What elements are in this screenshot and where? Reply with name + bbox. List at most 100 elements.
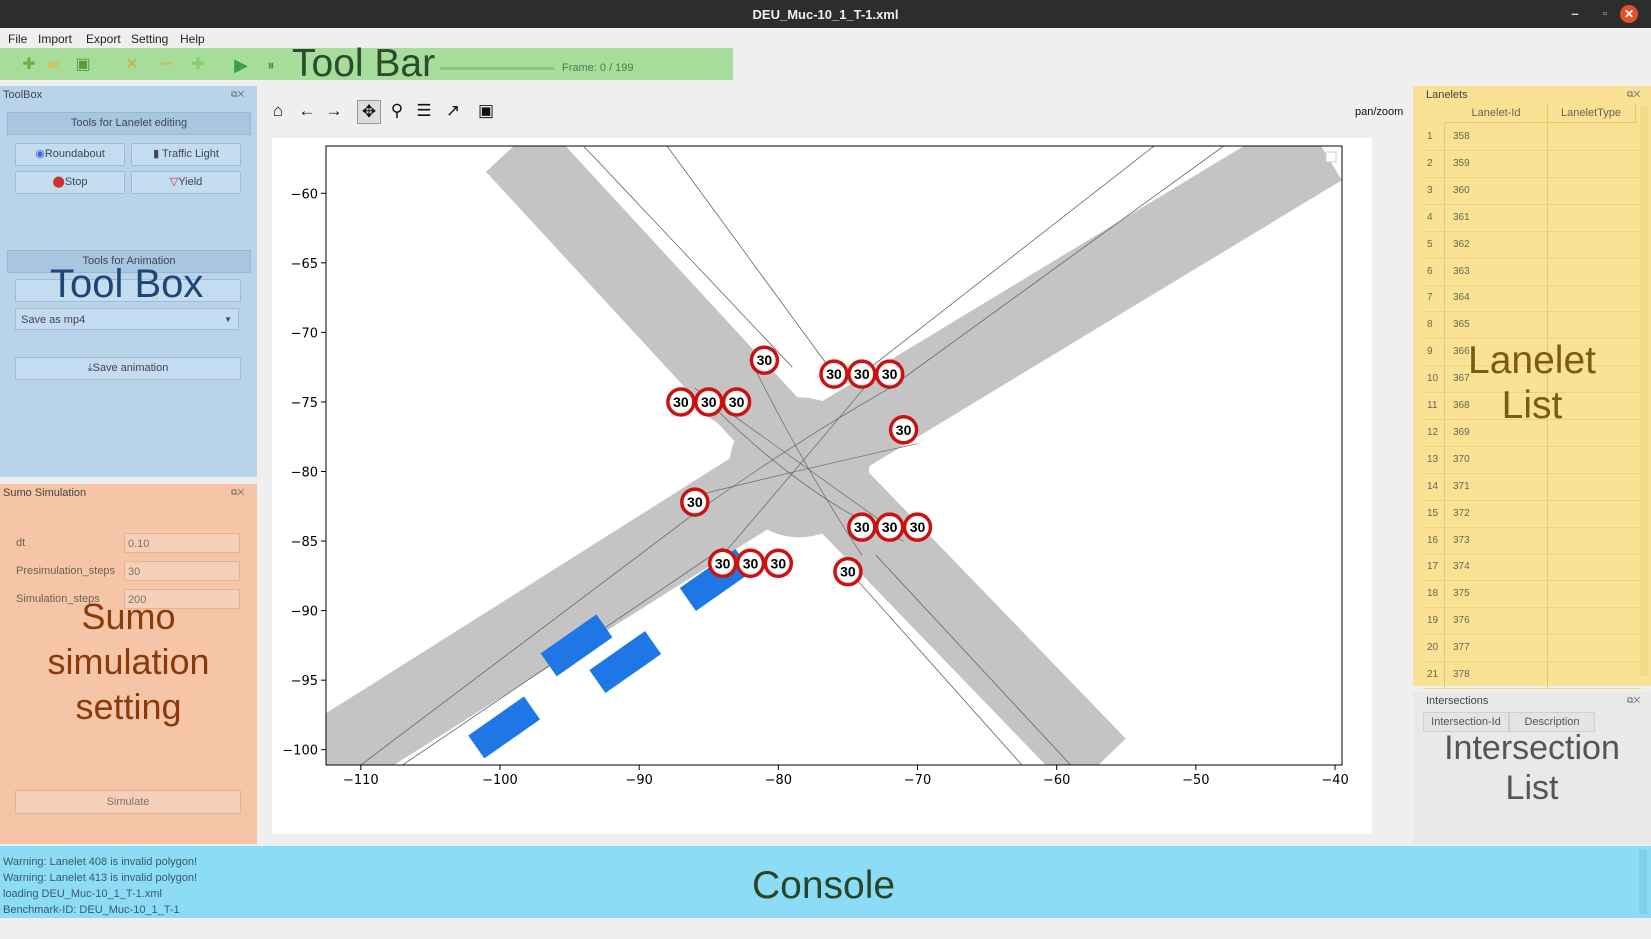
dock-controls-icon[interactable]: ⧉✕ <box>1627 695 1641 705</box>
sign-ring <box>707 548 738 579</box>
roundabout-button[interactable]: ◉Roundabout <box>15 143 125 166</box>
intersection-description-header[interactable]: Description <box>1509 712 1595 732</box>
table-row[interactable]: 16 373 <box>1423 526 1641 555</box>
menu-export[interactable]: Export <box>86 32 121 46</box>
yield-sign-icon: ▽ <box>169 176 179 188</box>
table-row[interactable]: 6 363 <box>1423 257 1641 286</box>
table-row[interactable]: 13 370 <box>1423 445 1641 474</box>
table-row[interactable]: 10 367 <box>1423 365 1641 394</box>
delete-lanelet-icon[interactable]: ✕ <box>125 56 139 73</box>
edit-axis-icon[interactable]: ↗ <box>445 101 461 120</box>
menu-import[interactable]: Import <box>38 32 73 46</box>
row-number: 6 <box>1423 257 1445 285</box>
table-row[interactable]: 3 360 <box>1423 176 1641 205</box>
yield-button[interactable]: ▽Yield <box>131 171 241 194</box>
close-icon[interactable]: ✕ <box>1620 5 1638 23</box>
intersection-id-header[interactable]: Intersection-Id <box>1423 712 1509 732</box>
presim-steps-label: Presimulation_steps <box>16 565 116 577</box>
animation-group[interactable]: Tools for Animation <box>7 250 251 273</box>
minimize-icon[interactable]: – <box>1571 6 1579 21</box>
sign-value: 30 <box>771 555 787 571</box>
table-row[interactable]: 18 375 <box>1423 580 1641 609</box>
dock-controls-icon[interactable]: ⧉✕ <box>231 487 245 497</box>
x-tick-label: −40 <box>1321 773 1348 788</box>
menu-bar: File Import Export Setting Help <box>0 28 1651 48</box>
row-number: 10 <box>1423 365 1445 393</box>
sign-value: 30 <box>729 394 745 410</box>
console-line: Warning: Lanelet 408 is invalid polygon! <box>3 856 198 868</box>
save-animation-button[interactable]: ⤓Save animation <box>15 357 241 380</box>
add-lanelet-icon[interactable]: ✚ <box>191 56 205 73</box>
sumo-overlay-line-2: simulation <box>47 641 210 682</box>
lane-line-5 <box>861 146 1155 375</box>
open-folder-icon[interactable]: ▰ <box>46 56 60 73</box>
table-row[interactable]: 2 359 <box>1423 149 1641 178</box>
table-row[interactable]: 19 376 <box>1423 607 1641 636</box>
configure-subplots-icon[interactable]: ☰ <box>416 101 432 120</box>
pan-icon[interactable]: ✥ <box>357 100 381 124</box>
simulate-button[interactable]: Simulate <box>15 790 241 814</box>
lanelet-type-cell <box>1547 392 1632 419</box>
table-row[interactable]: 4 361 <box>1423 203 1641 232</box>
sign-value: 30 <box>701 394 717 410</box>
lanelet-type-header[interactable]: LaneletType <box>1547 104 1636 123</box>
lanelet-overlay-line-2: List <box>1501 384 1563 427</box>
junction-lane-3 <box>680 443 918 500</box>
home-icon[interactable]: ⌂ <box>272 101 284 120</box>
menu-help[interactable]: Help <box>180 32 205 46</box>
save-icon[interactable]: ▣ <box>75 56 91 73</box>
mode-label: pan/zoom <box>1355 106 1404 118</box>
edit-lanelet-icon[interactable]: ━ <box>161 56 171 73</box>
maximize-icon[interactable]: ▫ <box>1603 8 1607 20</box>
lanelet-scrollbar[interactable] <box>1640 106 1648 676</box>
sign-ring <box>847 359 877 389</box>
table-row[interactable]: 11 368 <box>1423 392 1641 420</box>
table-row[interactable]: 21 378 <box>1423 661 1641 689</box>
sign-value: 30 <box>854 366 870 382</box>
table-row[interactable]: 8 365 <box>1423 311 1641 340</box>
legend-checkbox[interactable] <box>1325 151 1337 163</box>
table-row[interactable]: 17 374 <box>1423 553 1641 582</box>
scenario-plot[interactable]: 30 30 30 30 30 30 30 30 30 30 30 30 30 30 30 30 −110 −10… <box>272 138 1372 834</box>
presim-steps-spinbox[interactable]: 30 <box>124 561 240 581</box>
lanelet-id-cell: 374 <box>1453 561 1470 573</box>
save-format-select[interactable]: Save as mp4 ▼ <box>15 308 239 330</box>
x-tick-label: −80 <box>765 773 792 788</box>
play-icon[interactable]: ▶ <box>234 55 248 75</box>
dock-controls-icon[interactable]: ⧉✕ <box>231 89 245 99</box>
forward-arrow-icon[interactable]: → <box>325 101 343 120</box>
new-file-icon[interactable]: ✚ <box>22 56 36 73</box>
sign-ring <box>874 512 905 542</box>
sumo-overlay-label: Sumo simulation setting <box>0 594 257 729</box>
sim-steps-spinbox[interactable]: 200 <box>124 589 240 609</box>
dock-controls-icon[interactable]: ⧉✕ <box>1627 89 1641 99</box>
sign-ring <box>680 487 710 517</box>
lanelet-type-cell <box>1547 661 1632 688</box>
table-row[interactable]: 14 371 <box>1423 472 1641 501</box>
y-tick-label: −70 <box>291 326 318 341</box>
back-arrow-icon[interactable]: ← <box>298 101 316 120</box>
pause-icon[interactable]: ⏸ <box>267 57 275 73</box>
console-scrollbar[interactable] <box>1639 850 1647 914</box>
table-row[interactable]: 20 377 <box>1423 634 1641 663</box>
traffic-light-button[interactable]: ▮ Traffic Light <box>131 143 241 166</box>
table-row[interactable]: 12 369 <box>1423 418 1641 447</box>
table-row[interactable]: 7 364 <box>1423 284 1641 313</box>
tool-bar: ✚ ▰ ▣ ✕ ━ ✚ ▶ ⏸ Tool Bar Frame: 0 / 199 <box>0 42 733 85</box>
menu-file[interactable]: File <box>8 32 28 46</box>
console-panel[interactable]: Warning: Lanelet 408 is invalid polygon!… <box>0 846 1651 918</box>
table-row[interactable]: 9 366 <box>1423 338 1641 367</box>
lanelet-editing-group[interactable]: Tools for Lanelet editing <box>7 112 251 135</box>
zoom-icon[interactable]: ⚲ <box>390 101 404 120</box>
frame-slider[interactable] <box>440 67 554 70</box>
table-row[interactable]: 1 358 <box>1423 123 1641 151</box>
dt-spinbox[interactable]: 0.10 <box>124 533 240 553</box>
stop-button[interactable]: ⬤Stop <box>15 171 125 194</box>
save-figure-icon[interactable]: ▣ <box>477 101 495 120</box>
table-row[interactable]: 5 362 <box>1423 230 1641 259</box>
lanelet-id-header[interactable]: Lanelet-Id <box>1445 104 1548 123</box>
open-sumo-button[interactable] <box>15 279 241 302</box>
row-number: 16 <box>1423 526 1445 554</box>
table-row[interactable]: 15 372 <box>1423 499 1641 528</box>
menu-setting[interactable]: Setting <box>131 32 169 46</box>
